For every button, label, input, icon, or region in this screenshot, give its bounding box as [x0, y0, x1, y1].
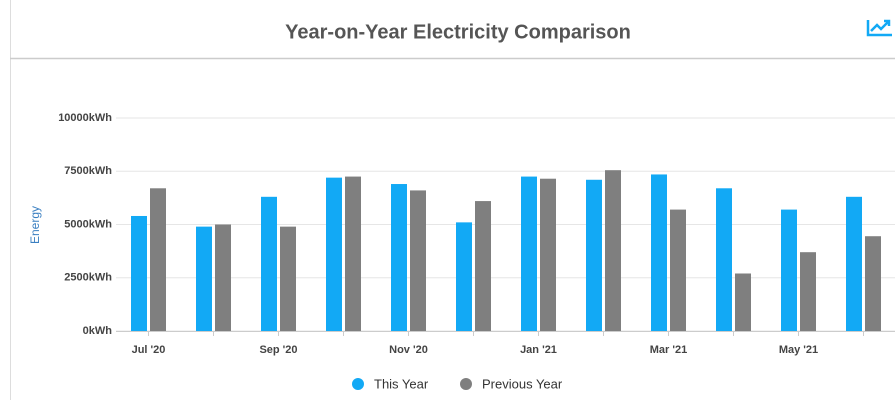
y-tick-label: 7500kWh	[64, 165, 112, 177]
icon-trend	[870, 19, 891, 32]
legend-label: Previous Year	[482, 376, 563, 391]
x-tick-label: Mar '21	[650, 344, 687, 356]
bar	[131, 215, 147, 331]
bar	[391, 184, 407, 331]
bar	[215, 224, 231, 331]
bar	[150, 188, 166, 331]
y-tick-label: 10000kWh	[58, 112, 112, 124]
y-tick-label: 2500kWh	[64, 272, 112, 284]
legend-label: This Year	[374, 376, 429, 391]
bar	[716, 188, 732, 331]
icon-axes	[866, 20, 892, 37]
x-tick-label: Jan '21	[520, 344, 557, 356]
chart-icon[interactable]	[866, 19, 892, 37]
bar	[735, 273, 751, 331]
bar	[345, 176, 361, 331]
bar	[540, 178, 556, 331]
x-tick-label: May '21	[779, 344, 818, 356]
bar	[651, 174, 667, 331]
card	[10, 0, 895, 400]
legend-swatch	[460, 378, 472, 390]
bar	[865, 236, 881, 331]
bar	[456, 222, 472, 331]
y-axis-title: Energy	[28, 206, 42, 244]
chart-title: Year-on-Year Electricity Comparison	[285, 21, 631, 43]
bar	[670, 209, 686, 331]
bar	[261, 196, 277, 331]
bar	[521, 176, 537, 331]
y-tick-label: 0kWh	[83, 325, 113, 337]
bar	[846, 196, 862, 331]
bar	[605, 170, 621, 331]
bar	[781, 209, 797, 331]
bar	[326, 177, 342, 331]
bar	[586, 179, 602, 331]
bar	[475, 201, 491, 331]
bar	[196, 226, 212, 331]
bar	[280, 226, 296, 331]
bar	[410, 190, 426, 331]
x-tick-label: Nov '20	[389, 344, 428, 356]
y-tick-label: 5000kWh	[64, 218, 112, 230]
x-tick-label: Jul '20	[132, 344, 166, 356]
bar	[800, 252, 816, 331]
legend-swatch	[352, 378, 364, 390]
x-tick-label: Sep '20	[259, 344, 297, 356]
